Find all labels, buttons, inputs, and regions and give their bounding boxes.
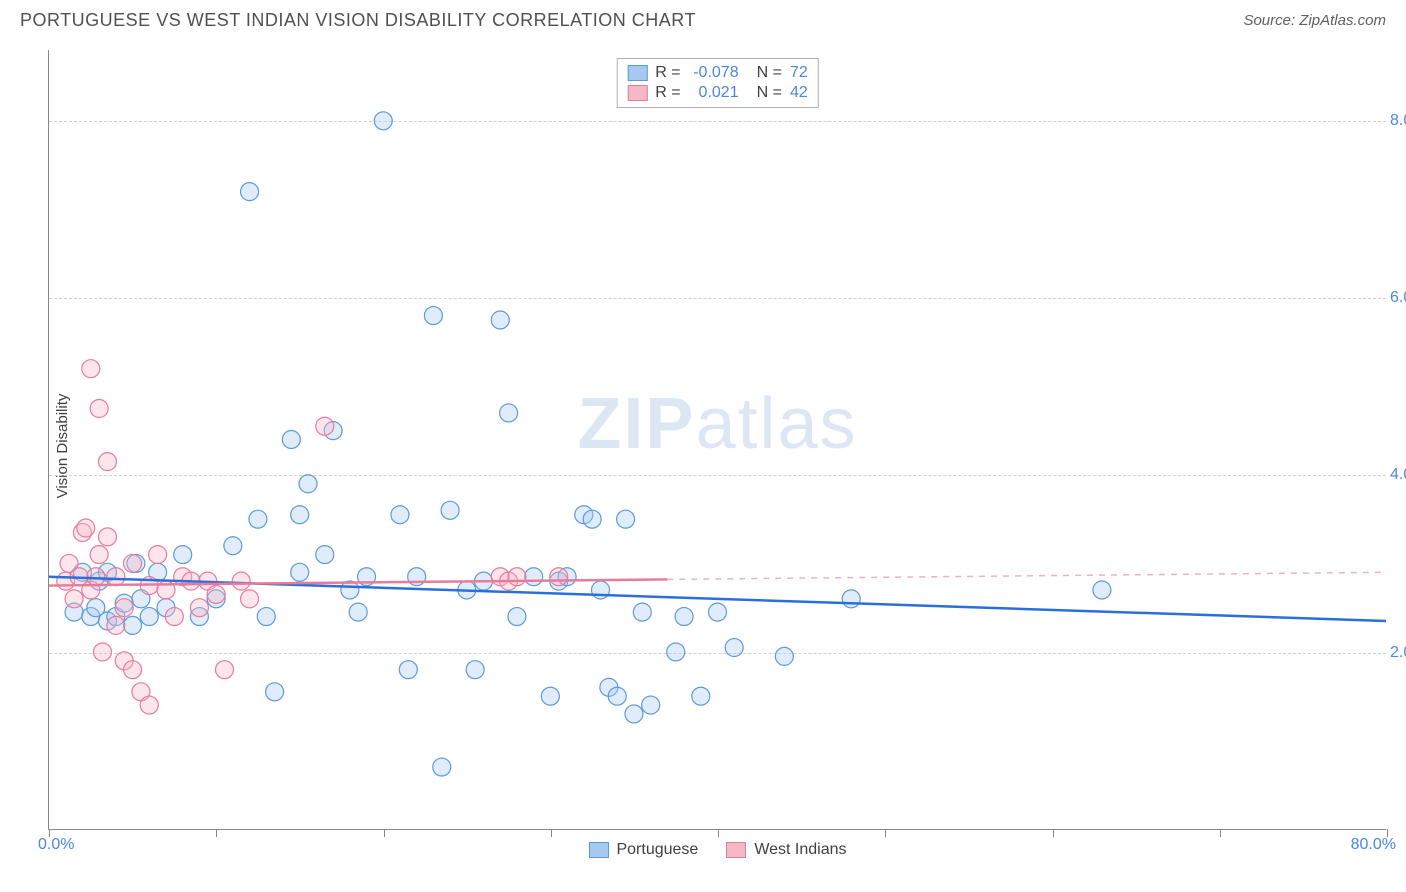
scatter-point <box>291 506 309 524</box>
scatter-point <box>441 501 459 519</box>
scatter-point <box>140 608 158 626</box>
scatter-point <box>625 705 643 723</box>
scatter-point <box>608 687 626 705</box>
scatter-point <box>190 599 208 617</box>
scatter-plot-svg <box>49 50 1386 829</box>
scatter-point <box>1093 581 1111 599</box>
scatter-point <box>224 537 242 555</box>
n-label: N = <box>757 64 782 82</box>
chart-title: PORTUGUESE VS WEST INDIAN VISION DISABIL… <box>20 10 696 31</box>
r-label: R = <box>655 84 680 102</box>
scatter-point <box>207 585 225 603</box>
scatter-point <box>550 568 568 586</box>
scatter-point <box>215 661 233 679</box>
y-tick-label: 8.0% <box>1390 112 1406 130</box>
scatter-point <box>291 563 309 581</box>
scatter-point <box>725 639 743 657</box>
scatter-point <box>266 683 284 701</box>
scatter-point <box>149 546 167 564</box>
scatter-point <box>282 431 300 449</box>
scatter-point <box>124 616 142 634</box>
n-label: N = <box>757 84 782 102</box>
scatter-point <box>633 603 651 621</box>
x-axis-end-label: 80.0% <box>1351 836 1396 854</box>
scatter-point <box>115 599 133 617</box>
scatter-point <box>391 506 409 524</box>
scatter-point <box>124 554 142 572</box>
scatter-point <box>775 647 793 665</box>
scatter-point <box>90 400 108 418</box>
scatter-point <box>174 546 192 564</box>
legend-item-portuguese: Portuguese <box>588 841 698 859</box>
scatter-point <box>424 307 442 325</box>
scatter-point <box>107 568 125 586</box>
scatter-point <box>140 696 158 714</box>
scatter-point <box>316 546 334 564</box>
scatter-point <box>77 519 95 537</box>
scatter-point <box>249 510 267 528</box>
x-axis-start-label: 0.0% <box>38 836 74 854</box>
scatter-point <box>82 360 100 378</box>
scatter-point <box>491 311 509 329</box>
series-legend: Portuguese West Indians <box>588 841 846 859</box>
scatter-point <box>617 510 635 528</box>
n-value-portuguese: 72 <box>790 64 808 82</box>
n-value-westindian: 42 <box>790 84 808 102</box>
scatter-point <box>709 603 727 621</box>
scatter-point <box>433 758 451 776</box>
scatter-point <box>374 112 392 130</box>
legend-label-portuguese: Portuguese <box>616 841 698 859</box>
scatter-point <box>124 661 142 679</box>
legend-swatch-portuguese <box>627 65 647 81</box>
scatter-point <box>667 643 685 661</box>
legend-row-westindian: R = 0.021 N = 42 <box>627 83 807 103</box>
legend-row-portuguese: R = -0.078 N = 72 <box>627 63 807 83</box>
scatter-point <box>299 475 317 493</box>
legend-swatch-westindian-b <box>726 842 746 858</box>
scatter-point <box>99 453 117 471</box>
scatter-point <box>107 616 125 634</box>
r-value-portuguese: -0.078 <box>689 64 749 82</box>
y-tick-label: 6.0% <box>1390 289 1406 307</box>
scatter-point <box>87 568 105 586</box>
scatter-point <box>257 608 275 626</box>
scatter-point <box>642 696 660 714</box>
scatter-point <box>90 546 108 564</box>
scatter-point <box>165 608 183 626</box>
legend-item-westindian: West Indians <box>726 841 846 859</box>
correlation-legend-box: R = -0.078 N = 72 R = 0.021 N = 42 <box>616 58 818 108</box>
source-attribution: Source: ZipAtlas.com <box>1243 12 1386 29</box>
trend-line-extrapolated <box>667 572 1386 579</box>
scatter-point <box>65 590 83 608</box>
scatter-point <box>508 608 526 626</box>
scatter-point <box>466 661 484 679</box>
scatter-point <box>232 572 250 590</box>
chart-header: PORTUGUESE VS WEST INDIAN VISION DISABIL… <box>0 0 1406 39</box>
scatter-point <box>399 661 417 679</box>
legend-label-westindian: West Indians <box>754 841 846 859</box>
scatter-point <box>508 568 526 586</box>
scatter-point <box>241 590 259 608</box>
scatter-point <box>541 687 559 705</box>
scatter-point <box>842 590 860 608</box>
scatter-point <box>93 643 111 661</box>
scatter-point <box>349 603 367 621</box>
y-tick-label: 2.0% <box>1390 644 1406 662</box>
scatter-point <box>583 510 601 528</box>
scatter-point <box>316 417 334 435</box>
r-value-westindian: 0.021 <box>689 84 749 102</box>
y-tick-label: 4.0% <box>1390 466 1406 484</box>
scatter-point <box>241 183 259 201</box>
scatter-point <box>99 528 117 546</box>
chart-plot-area: ZIPatlas 2.0%4.0%6.0%8.0% R = -0.078 N =… <box>48 50 1386 830</box>
scatter-point <box>675 608 693 626</box>
r-label: R = <box>655 64 680 82</box>
legend-swatch-portuguese-b <box>588 842 608 858</box>
scatter-point <box>500 404 518 422</box>
scatter-point <box>525 568 543 586</box>
scatter-point <box>692 687 710 705</box>
legend-swatch-westindian <box>627 85 647 101</box>
